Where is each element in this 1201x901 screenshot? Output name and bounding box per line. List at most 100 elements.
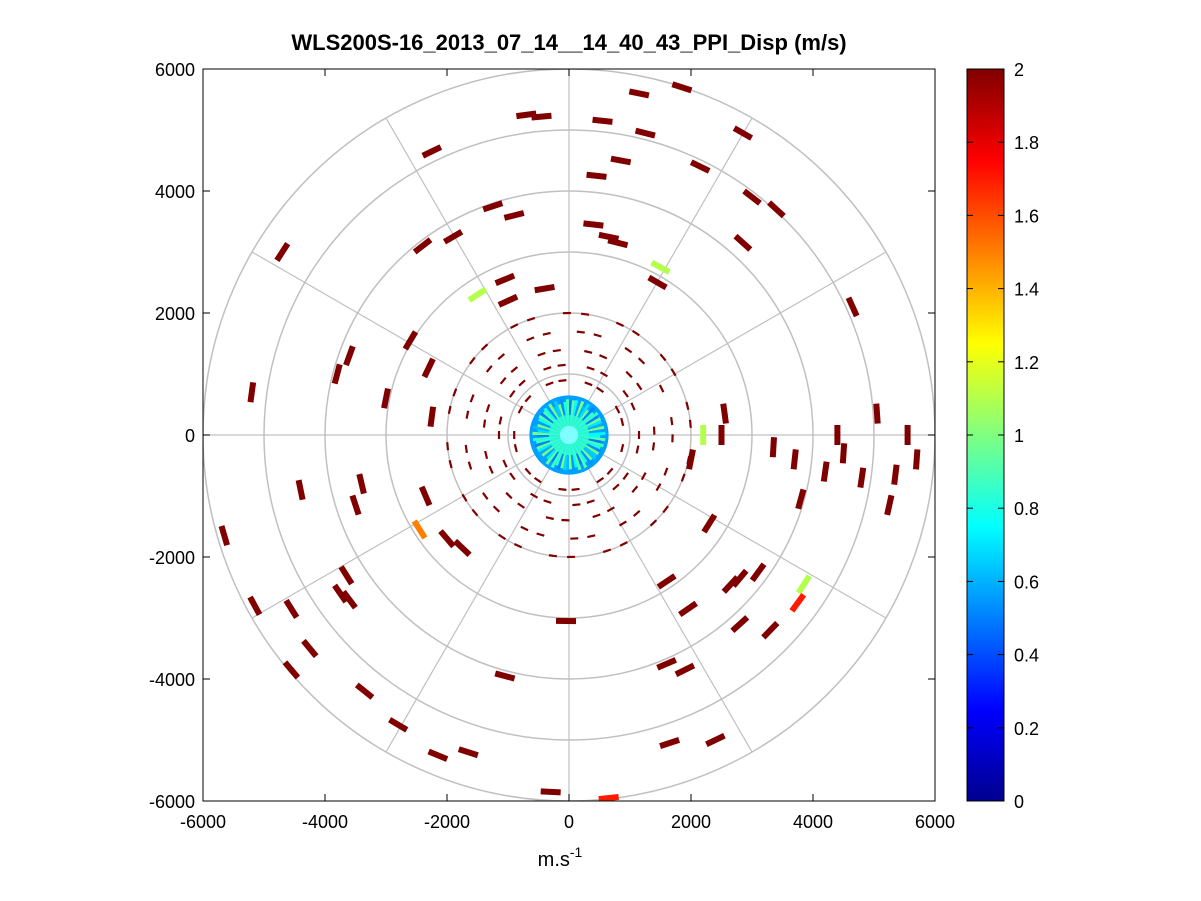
near-field-dash bbox=[469, 356, 476, 365]
near-field-dash-mark bbox=[599, 354, 608, 360]
near-field-dash-mark bbox=[537, 351, 546, 357]
near-field-dash bbox=[543, 499, 552, 504]
colorbar-tick-label: 1.2 bbox=[1014, 353, 1039, 373]
scan-segment-mark bbox=[656, 573, 677, 590]
scan-segment-mark bbox=[731, 568, 749, 588]
near-field-dash-mark bbox=[636, 382, 643, 391]
colorbar-tick-label: 1 bbox=[1014, 426, 1024, 446]
near-field-dash bbox=[637, 357, 646, 365]
near-field-dash bbox=[482, 419, 487, 428]
near-field-dash bbox=[572, 503, 581, 507]
scan-segment-mark bbox=[628, 88, 650, 99]
colorbar bbox=[966, 68, 1005, 802]
scan-segment bbox=[659, 737, 681, 749]
near-field-dash-mark bbox=[545, 516, 554, 521]
near-field-dash-mark bbox=[618, 520, 627, 527]
x-axis-label: m.s-1 bbox=[538, 844, 583, 871]
colorbar-tick-label: 0.2 bbox=[1014, 719, 1039, 739]
scan-segment-mark bbox=[769, 437, 777, 458]
near-field-dash-mark bbox=[625, 370, 633, 379]
scan-segment bbox=[742, 188, 762, 206]
near-field-dash bbox=[510, 366, 519, 373]
near-field-dash-mark bbox=[586, 366, 595, 371]
near-field-dash-mark bbox=[452, 388, 458, 397]
scan-segment bbox=[301, 638, 319, 659]
scan-segments bbox=[218, 81, 921, 801]
spoke-line bbox=[568, 434, 887, 619]
near-field-dash-mark bbox=[576, 330, 585, 334]
near-field-dash-mark bbox=[484, 450, 489, 460]
near-field-dash-mark bbox=[651, 442, 656, 451]
near-field-dash bbox=[497, 353, 506, 361]
near-field-dash bbox=[461, 493, 468, 502]
near-field-dash bbox=[652, 426, 656, 435]
scan-segment-mark bbox=[884, 494, 895, 516]
near-field-dash-mark bbox=[596, 476, 605, 484]
near-field-dash-mark bbox=[557, 363, 566, 367]
scan-segment bbox=[647, 274, 668, 291]
near-field-dash-mark bbox=[686, 455, 691, 465]
x-axis-ticks: -6000 -4000 -2000 0 2000 4000 6000 bbox=[180, 69, 955, 832]
scan-segment-mark bbox=[732, 125, 754, 141]
scan-segment bbox=[730, 615, 750, 634]
near-field-dash-mark bbox=[543, 499, 552, 504]
near-field-dash bbox=[586, 499, 595, 504]
near-field-dash-mark bbox=[502, 459, 508, 468]
near-field-dash bbox=[576, 330, 585, 334]
near-field-dash-mark bbox=[482, 419, 487, 428]
near-field-dash bbox=[447, 405, 452, 415]
scan-segment-mark bbox=[749, 562, 767, 583]
near-field-dash-mark bbox=[622, 472, 629, 481]
scan-segment bbox=[689, 159, 711, 174]
scan-segment bbox=[795, 488, 807, 510]
near-field-dash bbox=[536, 532, 545, 537]
near-field-dash bbox=[526, 316, 536, 322]
spoke-line bbox=[568, 434, 753, 753]
scan-segment bbox=[412, 237, 433, 255]
near-field-dash-mark bbox=[652, 426, 656, 435]
scan-segment bbox=[795, 574, 812, 595]
near-field-dash bbox=[580, 312, 590, 316]
near-field-dash-mark bbox=[612, 483, 620, 491]
near-field-dash bbox=[513, 543, 523, 549]
scan-segment bbox=[482, 200, 504, 213]
near-field-dash-mark bbox=[482, 492, 489, 500]
near-field-dash-mark bbox=[492, 505, 501, 513]
scan-segment-mark bbox=[610, 155, 632, 166]
scan-segment-mark bbox=[540, 788, 561, 796]
near-field-dash bbox=[509, 472, 516, 481]
scan-segment bbox=[218, 525, 230, 547]
near-field-dash bbox=[625, 370, 633, 379]
colorbar-tick-label: 1.6 bbox=[1014, 206, 1039, 226]
scan-segment bbox=[349, 494, 362, 516]
near-field-dash bbox=[586, 366, 595, 371]
near-field-dash bbox=[618, 520, 627, 527]
scan-segment bbox=[452, 538, 472, 557]
scan-segment-mark bbox=[656, 657, 677, 671]
scan-segment bbox=[555, 617, 577, 625]
near-field-dash-mark bbox=[505, 491, 513, 500]
scan-segment-mark bbox=[349, 494, 362, 516]
near-field-dash bbox=[533, 476, 542, 484]
near-field-dash bbox=[614, 405, 621, 414]
near-field-dash-mark bbox=[580, 312, 590, 316]
near-field-dash-mark bbox=[510, 323, 519, 329]
scan-segment-mark bbox=[452, 538, 472, 557]
near-field-dash-mark bbox=[498, 416, 503, 425]
near-field-dash bbox=[537, 351, 546, 357]
near-field-dash bbox=[542, 331, 551, 336]
y-tick-label: 0 bbox=[185, 426, 195, 446]
scan-segment bbox=[515, 110, 537, 120]
scan-segment-mark bbox=[534, 283, 555, 294]
near-field-dash-mark bbox=[637, 357, 646, 365]
near-field-dash-mark bbox=[659, 353, 667, 362]
scan-segment-mark bbox=[767, 200, 786, 219]
near-field-dash bbox=[587, 534, 596, 539]
near-field-dash-mark bbox=[584, 381, 593, 387]
near-field-dash-mark bbox=[520, 525, 529, 532]
near-field-dash bbox=[619, 541, 628, 547]
scan-segment bbox=[634, 127, 656, 139]
near-field-dash-mark bbox=[658, 384, 665, 393]
near-field-dash bbox=[606, 506, 615, 513]
